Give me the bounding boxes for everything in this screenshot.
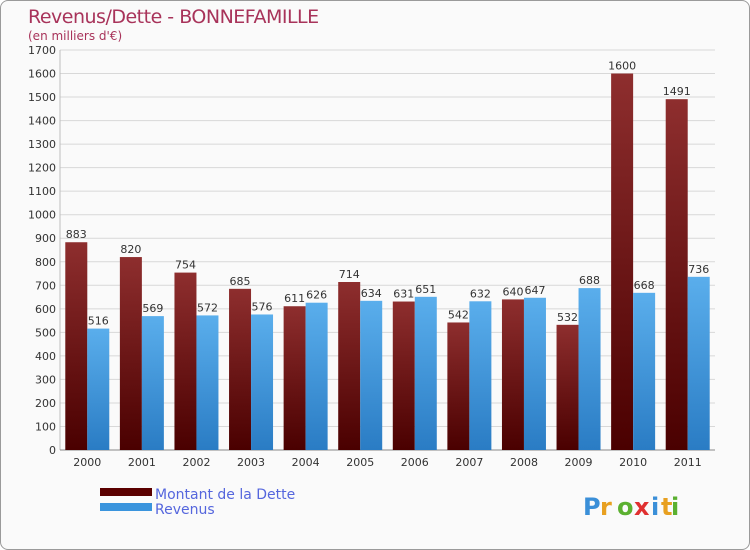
x-tick-label: 2008 <box>510 456 538 469</box>
x-tick-label: 2001 <box>128 456 156 469</box>
data-label: 640 <box>502 285 523 298</box>
bar-dette <box>65 242 88 450</box>
legend-swatch-revenue <box>100 503 152 511</box>
gridlines <box>59 49 715 451</box>
data-label: 634 <box>361 287 382 300</box>
y-tick-label: 900 <box>35 232 56 245</box>
x-tick-label: 2009 <box>565 456 593 469</box>
y-tick-label: 400 <box>35 350 56 363</box>
bar-revenus <box>578 288 601 450</box>
y-tick-label: 0 <box>49 444 56 457</box>
data-label: 611 <box>284 292 305 305</box>
y-tick-label: 600 <box>35 303 56 316</box>
bar-dette <box>665 99 688 451</box>
data-label: 632 <box>470 287 491 300</box>
y-tick-label: 1500 <box>28 91 56 104</box>
logo-letter: P <box>583 493 601 521</box>
x-tick-label: 2005 <box>346 456 374 469</box>
data-label: 820 <box>120 243 141 256</box>
bar-revenus <box>523 297 546 450</box>
bar-revenus <box>633 292 656 450</box>
data-label: 569 <box>142 302 163 315</box>
bar-dette <box>119 257 142 450</box>
data-label: 668 <box>634 279 655 292</box>
y-tick-label: 1100 <box>28 185 56 198</box>
data-label: 685 <box>230 275 251 288</box>
data-label: 883 <box>66 228 87 241</box>
x-tick-label: 2007 <box>455 456 483 469</box>
y-tick-label: 300 <box>35 373 56 386</box>
data-label: 736 <box>688 263 709 276</box>
data-label: 1600 <box>608 60 636 73</box>
logo-letter: r <box>600 493 612 521</box>
y-tick-label: 1300 <box>28 138 56 151</box>
data-label: 626 <box>306 289 327 302</box>
bar-dette <box>392 301 415 450</box>
data-label: 714 <box>339 268 360 281</box>
data-label: 532 <box>557 311 578 324</box>
bar-dette <box>229 288 252 450</box>
y-tick-label: 800 <box>35 256 56 269</box>
x-tick-label: 2002 <box>182 456 210 469</box>
y-axis-ticks: 0 100 200 300 400 500 600 700 800 900 1000 1100 1200… <box>28 44 56 457</box>
legend-label-revenue: Revenus <box>155 502 215 518</box>
bar-dette <box>447 322 470 450</box>
x-tick-label: 2010 <box>619 456 647 469</box>
chart-subtitle: (en milliers d'€) <box>28 29 123 43</box>
data-label: 647 <box>524 284 545 297</box>
y-tick-label: 200 <box>35 397 56 410</box>
logo-letter: x <box>634 493 650 521</box>
logo-letter: t <box>661 493 672 521</box>
y-tick-label: 100 <box>35 420 56 433</box>
data-label: 631 <box>393 288 414 301</box>
x-tick-label: 2006 <box>401 456 429 469</box>
x-tick-label: 2011 <box>674 456 702 469</box>
logo-letter: o <box>617 493 634 521</box>
bar-revenus <box>687 276 710 450</box>
bar-revenus <box>414 296 437 450</box>
data-label: 542 <box>448 308 469 321</box>
bar-revenus <box>360 300 383 450</box>
bar-revenus <box>141 316 164 450</box>
x-tick-label: 2003 <box>237 456 265 469</box>
bar-dette <box>338 282 361 450</box>
logo-letter: i <box>671 493 679 521</box>
bar-dette <box>283 306 306 450</box>
data-label: 754 <box>175 259 196 272</box>
data-label: 576 <box>252 300 273 313</box>
y-tick-label: 1600 <box>28 68 56 81</box>
x-tick-label: 2004 <box>292 456 320 469</box>
bar-dette <box>174 272 197 450</box>
bar-dette <box>611 73 634 450</box>
legend: Montant de la Dette Revenus <box>100 487 295 518</box>
y-tick-label: 1000 <box>28 209 56 222</box>
legend-swatch-debt <box>100 488 152 496</box>
y-tick-label: 1700 <box>28 44 56 57</box>
bar-revenus <box>469 301 492 450</box>
x-axis-ticks: 2000 2001 2002 2003 2004 2005 2006 2007 2008 2009… <box>73 456 701 469</box>
legend-label-debt: Montant de la Dette <box>155 487 295 503</box>
y-tick-label: 1200 <box>28 162 56 175</box>
bar-revenus <box>196 315 219 450</box>
data-label: 1491 <box>663 85 691 98</box>
bar-revenus <box>305 302 328 450</box>
data-label: 651 <box>415 283 436 296</box>
bar-dette <box>556 324 579 450</box>
y-tick-label: 1400 <box>28 115 56 128</box>
chart-title: Revenus/Dette - BONNEFAMILLE <box>28 6 319 28</box>
bar-revenus <box>87 328 110 450</box>
data-label: 572 <box>197 301 218 314</box>
logo-letter: i <box>651 493 659 521</box>
data-label: 688 <box>579 274 600 287</box>
x-tick-label: 2000 <box>73 456 101 469</box>
bar-revenus <box>251 314 274 450</box>
y-tick-label: 500 <box>35 326 56 339</box>
data-label: 516 <box>88 315 109 328</box>
bar-dette <box>501 299 524 450</box>
y-tick-label: 700 <box>35 279 56 292</box>
